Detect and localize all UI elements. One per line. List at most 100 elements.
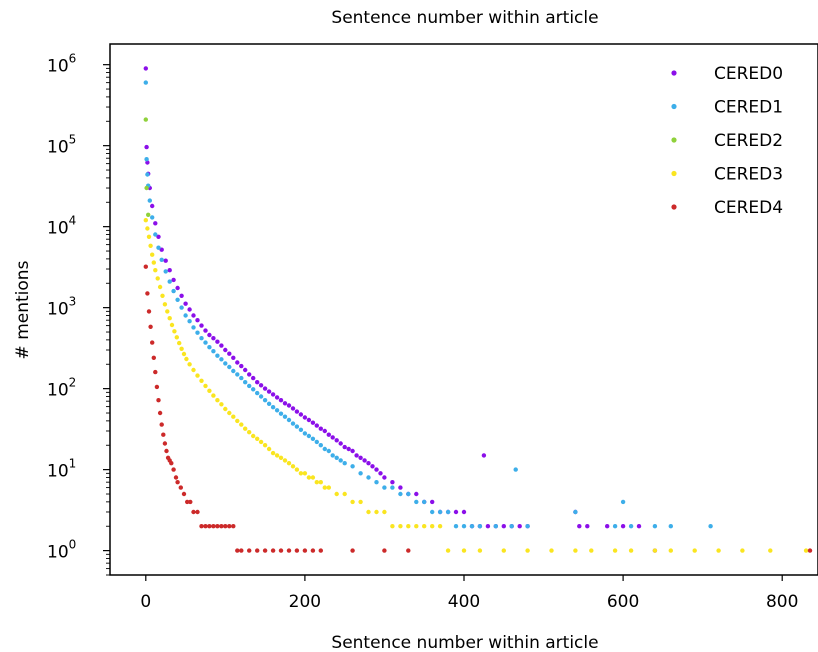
point-CERED3-83	[716, 548, 721, 553]
point-CERED1-74	[513, 467, 518, 472]
series-CERED2	[143, 117, 151, 217]
point-CERED0-37	[274, 395, 280, 400]
point-CERED1-51	[330, 453, 335, 458]
legend-marker-CERED1	[671, 103, 677, 110]
point-CERED0-44	[302, 415, 308, 420]
point-CERED4-25	[195, 509, 200, 515]
point-CERED4-36	[239, 548, 244, 553]
point-CERED0-42	[294, 409, 300, 414]
point-CERED3-25	[207, 388, 212, 393]
y-tick-label-4: 104	[47, 214, 76, 239]
point-CERED3-27	[215, 398, 220, 403]
point-CERED1-6	[153, 232, 158, 237]
point-CERED0-45	[306, 417, 312, 423]
point-CERED3-0	[143, 218, 148, 223]
point-CERED1-14	[183, 313, 188, 318]
point-CERED1-23	[219, 357, 224, 362]
point-CERED3-68	[430, 524, 435, 529]
x-tick-label-0: 0	[140, 592, 151, 612]
point-CERED2-0	[143, 117, 148, 122]
point-CERED1-82	[708, 524, 713, 529]
point-CERED3-3	[148, 243, 153, 248]
point-CERED0-2	[145, 160, 150, 165]
point-CERED1-2	[145, 172, 150, 177]
point-CERED3-36	[251, 433, 256, 439]
point-CERED3-63	[390, 524, 395, 529]
point-CERED4-12	[162, 441, 168, 446]
point-CERED1-69	[461, 524, 467, 529]
point-CERED1-0	[143, 80, 148, 85]
point-CERED0-8	[159, 247, 164, 252]
point-CERED3-61	[374, 509, 379, 515]
point-CERED4-11	[161, 432, 166, 437]
point-CERED0-39	[282, 401, 288, 406]
point-CERED1-18	[199, 336, 204, 341]
point-CERED0-26	[231, 355, 236, 360]
point-CERED0-9	[163, 258, 168, 263]
y-tick-label-3: 103	[47, 295, 76, 320]
point-CERED3-86	[803, 548, 809, 553]
legend-marker-CERED3	[671, 170, 677, 177]
legend-marker-CERED2	[671, 137, 677, 143]
point-CERED0-68	[414, 491, 419, 497]
legend-label-CERED4: CERED4	[714, 198, 783, 218]
point-CERED3-78	[612, 548, 618, 553]
point-CERED3-77	[589, 548, 594, 553]
point-CERED3-79	[628, 548, 634, 553]
point-CERED1-58	[374, 480, 379, 485]
point-CERED4-27	[203, 524, 208, 529]
point-CERED4-31	[219, 524, 224, 529]
point-CERED0-64	[382, 475, 387, 480]
point-CERED3-54	[322, 485, 327, 490]
point-CERED0-49	[322, 428, 327, 434]
point-CERED1-36	[270, 405, 276, 410]
point-CERED1-39	[282, 414, 288, 419]
point-CERED0-88	[620, 524, 626, 529]
legend-marker-CERED0	[671, 70, 677, 76]
point-CERED0-14	[183, 301, 188, 306]
point-CERED4-39	[262, 548, 268, 553]
point-CERED1-16	[191, 325, 196, 330]
point-CERED0-35	[266, 389, 272, 394]
point-CERED3-8	[157, 284, 163, 290]
point-CERED3-67	[422, 524, 427, 529]
point-CERED0-59	[362, 458, 367, 463]
y-axis-label: # mentions	[13, 260, 33, 359]
point-CERED1-80	[652, 524, 658, 529]
legend-label-CERED3: CERED3	[714, 165, 783, 185]
point-CERED1-42	[294, 424, 300, 429]
data-points	[143, 66, 813, 553]
point-CERED0-33	[258, 383, 264, 388]
point-CERED1-78	[620, 499, 626, 505]
point-CERED3-65	[406, 524, 411, 529]
point-CERED1-15	[187, 319, 192, 324]
point-CERED1-53	[338, 458, 343, 463]
point-CERED0-17	[195, 318, 200, 323]
point-CERED1-22	[215, 353, 220, 358]
point-CERED0-27	[235, 360, 240, 365]
plot-frame	[109, 43, 818, 576]
point-CERED4-47	[350, 548, 355, 553]
x-tick-label-200: 200	[289, 592, 321, 612]
point-CERED3-29	[223, 406, 228, 412]
x-axis-label: Sentence number within article	[331, 633, 598, 652]
point-CERED1-52	[334, 455, 339, 460]
point-CERED0-31	[251, 375, 256, 381]
point-CERED4-5	[151, 355, 156, 360]
point-CERED3-43	[278, 455, 284, 460]
point-CERED0-15	[187, 307, 192, 312]
point-CERED4-16	[169, 461, 174, 466]
legend-marker-CERED4	[671, 204, 677, 210]
x-tick-label-800: 800	[766, 592, 798, 612]
point-CERED0-38	[278, 398, 284, 403]
y-tick-label-0: 100	[47, 538, 76, 563]
point-CERED3-57	[342, 491, 347, 497]
point-CERED0-89	[636, 524, 642, 529]
point-CERED1-7	[156, 245, 161, 250]
point-CERED1-54	[342, 461, 347, 466]
point-CERED1-13	[179, 305, 184, 310]
point-CERED3-9	[160, 293, 165, 298]
point-CERED0-36	[270, 392, 276, 397]
point-CERED3-52	[314, 480, 319, 485]
